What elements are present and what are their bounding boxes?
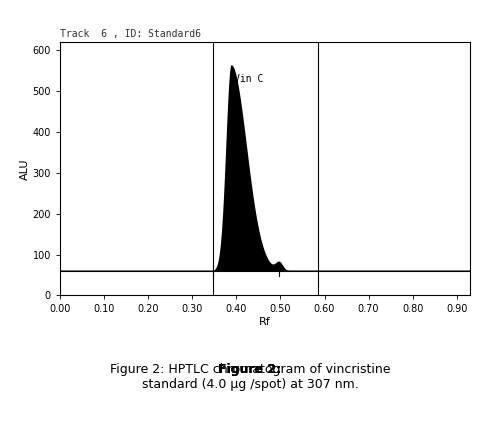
- Text: Figure 2:: Figure 2:: [218, 363, 282, 376]
- Text: Track  6 , ID: Standard6: Track 6 , ID: Standard6: [60, 29, 201, 39]
- Text: Figure 2: HPTLC chromatogram of vincristine
standard (4.0 μg /spot) at 307 nm.: Figure 2: HPTLC chromatogram of vincrist…: [110, 363, 390, 391]
- X-axis label: Rf: Rf: [259, 317, 271, 327]
- Y-axis label: ALU: ALU: [20, 158, 30, 179]
- Text: Figure 2:: Figure 2:: [218, 363, 282, 376]
- Text: Vin C: Vin C: [234, 74, 264, 84]
